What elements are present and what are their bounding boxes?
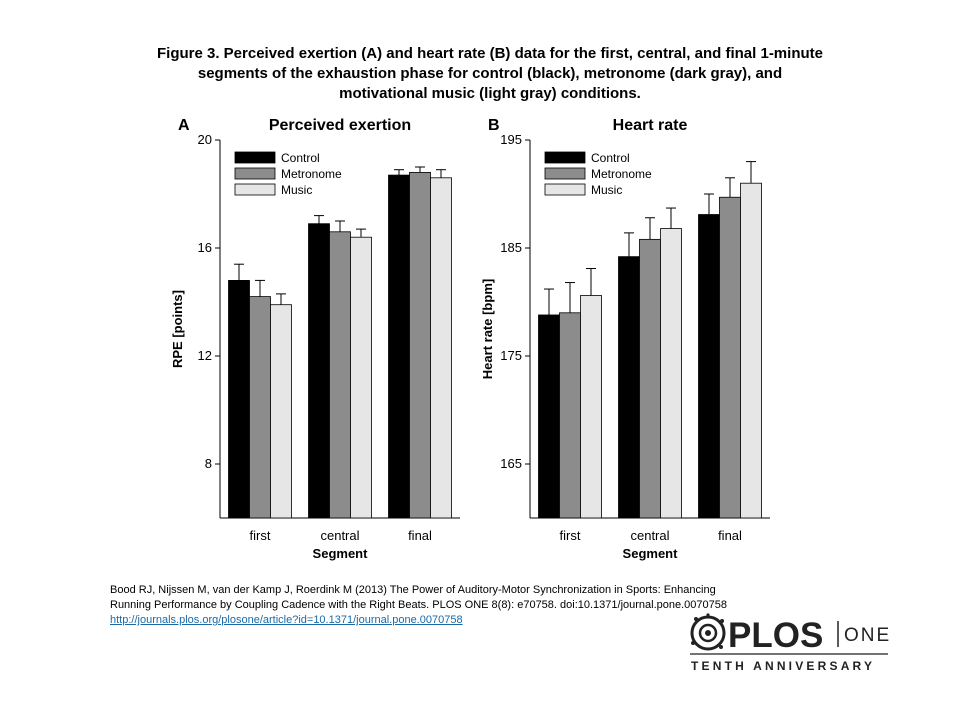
x-axis-label: Segment — [623, 546, 679, 561]
y-tick-label: 12 — [198, 348, 212, 363]
bar — [270, 304, 292, 519]
bar — [388, 174, 410, 519]
legend-label: Music — [281, 183, 312, 197]
legend-swatch — [544, 151, 586, 164]
y-tick-label: 16 — [198, 240, 212, 255]
bar — [409, 172, 431, 519]
panel-title: Perceived exertion — [269, 117, 411, 134]
plos-one-logo: PLOS ONE TENTH ANNIVERSARY — [688, 613, 893, 683]
legend-swatch — [544, 183, 586, 196]
bar — [430, 177, 452, 519]
x-tick-label: first — [250, 528, 271, 543]
bar — [719, 196, 741, 519]
bar — [228, 279, 250, 519]
bar — [580, 295, 602, 519]
legend-swatch — [234, 151, 276, 164]
bar — [249, 296, 271, 519]
bar — [350, 236, 372, 519]
x-tick-label: final — [408, 528, 432, 543]
x-tick-label: final — [718, 528, 742, 543]
y-axis-label: RPE [points] — [170, 290, 185, 368]
y-tick-label: 8 — [205, 456, 212, 471]
x-tick-label: central — [320, 528, 359, 543]
legend-label: Metronome — [281, 167, 342, 181]
panel-a-perceived-exertion: A Perceived exertion 8 12 16 20 first central fi… — [170, 110, 470, 570]
legend-label: Control — [281, 151, 320, 165]
citation: Bood RJ, Nijssen M, van der Kamp J, Roer… — [110, 583, 830, 628]
bar — [559, 312, 581, 519]
bar — [660, 228, 682, 519]
legend-swatch — [234, 183, 276, 196]
y-tick-label: 185 — [500, 240, 522, 255]
y-tick-label: 20 — [198, 132, 212, 147]
y-tick-label: 165 — [500, 456, 522, 471]
panel-label: A — [178, 117, 190, 134]
bar — [698, 214, 720, 519]
chart-heart-rate: B Heart rate 165 175 185 195 first central final… — [480, 117, 770, 561]
y-tick-label: 175 — [500, 348, 522, 363]
panel-title: Heart rate — [613, 117, 688, 134]
legend-swatch — [544, 167, 586, 180]
citation-line-1: Bood RJ, Nijssen M, van der Kamp J, Roer… — [110, 584, 716, 596]
plos-emblem-icon — [690, 613, 726, 651]
bar — [538, 314, 560, 519]
legend-swatch — [234, 167, 276, 180]
panel-b-heart-rate: B Heart rate 165 175 185 195 first central final… — [480, 110, 780, 570]
citation-line-2: Running Performance by Coupling Cadence … — [110, 599, 728, 611]
one-wordmark: ONE — [844, 625, 891, 646]
y-axis-label: Heart rate [bpm] — [480, 279, 495, 379]
x-tick-label: central — [630, 528, 669, 543]
legend-label: Control — [591, 151, 630, 165]
bar — [618, 256, 640, 519]
legend-label: Metronome — [591, 167, 652, 181]
figure-title: Figure 3. Perceived exertion (A) and hea… — [157, 45, 823, 102]
legend-label: Music — [591, 183, 622, 197]
tenth-anniversary-label: TENTH ANNIVERSARY — [691, 659, 875, 673]
x-axis-label: Segment — [313, 546, 369, 561]
y-tick-label: 195 — [500, 132, 522, 147]
bar — [308, 223, 330, 519]
x-tick-label: first — [560, 528, 581, 543]
citation-link[interactable]: http://journals.plos.org/plosone/article… — [110, 614, 463, 626]
panel-label: B — [488, 117, 500, 134]
plos-wordmark: PLOS — [728, 616, 823, 655]
bar — [639, 238, 661, 519]
chart-perceived-exertion: A Perceived exertion 8 12 16 20 first central fi… — [170, 117, 460, 561]
bar — [329, 231, 351, 519]
bar — [740, 182, 762, 519]
